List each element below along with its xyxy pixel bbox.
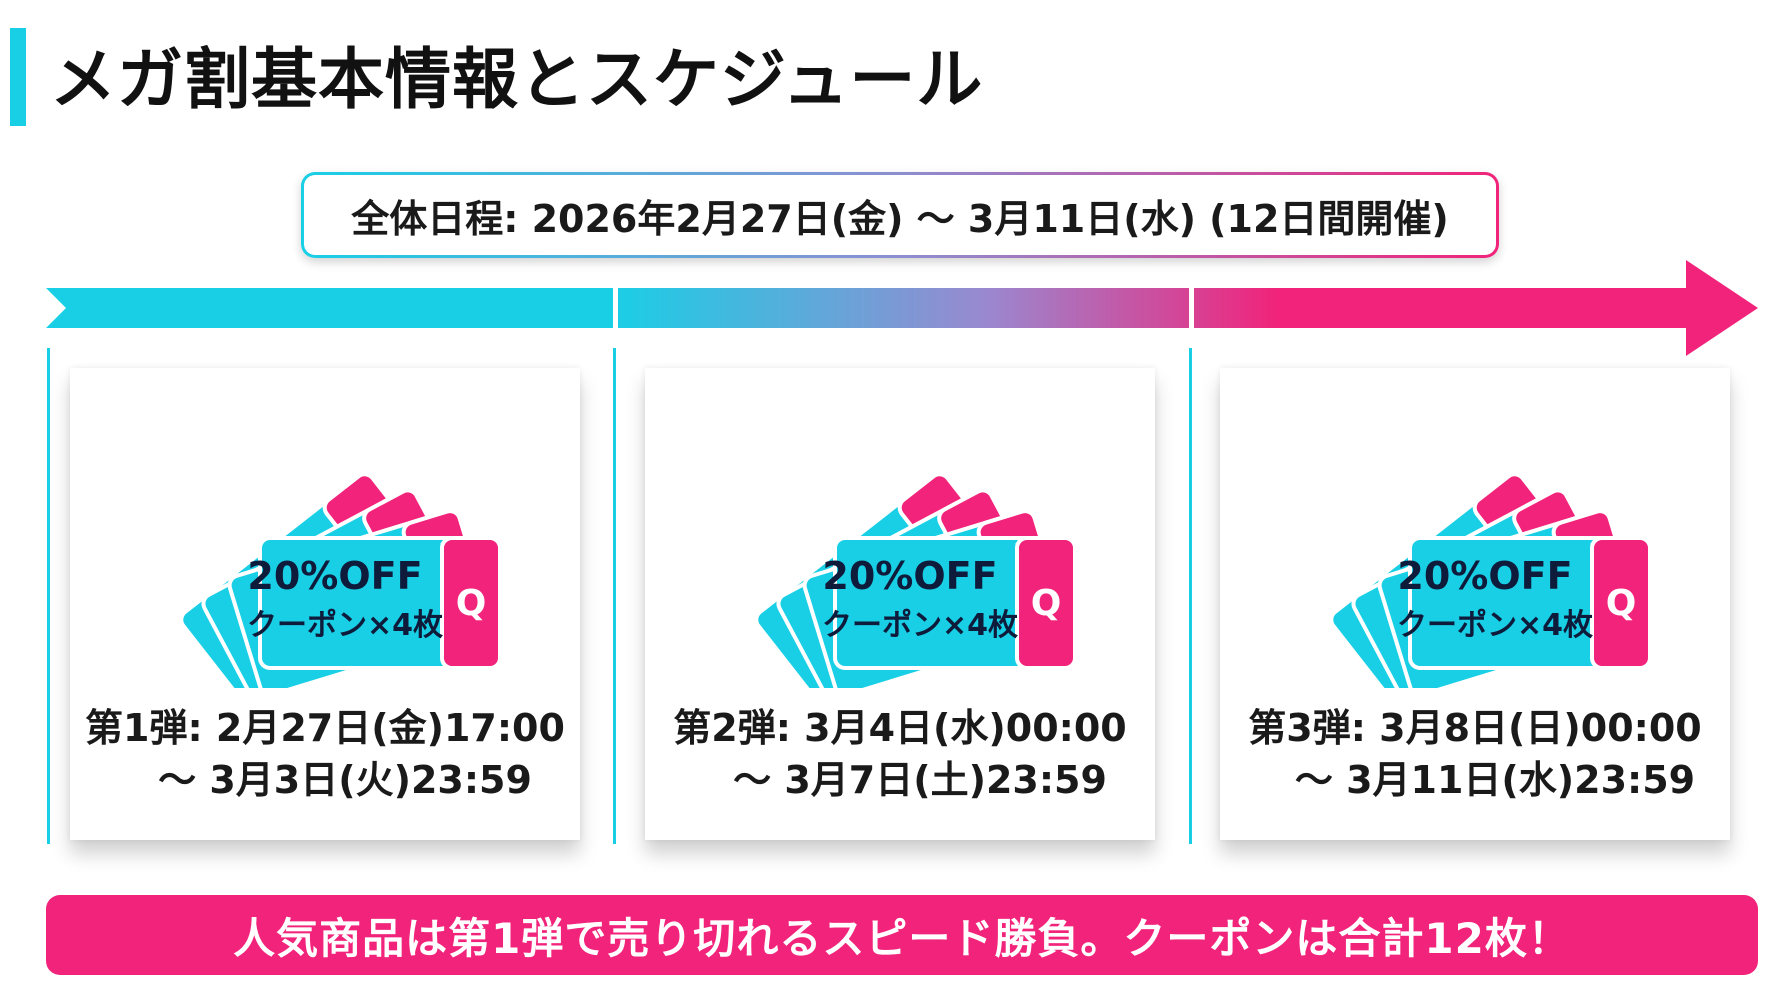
coupon-mark: Q bbox=[1031, 583, 1062, 624]
phase-period: 第3弾: 3月8日(日)00:00 〜 3月11日(水)23:59 bbox=[1220, 702, 1730, 806]
overall-schedule-box: 全体日程: 2026年2月27日(金) 〜 3月11日(水) (12日間開催) bbox=[301, 172, 1499, 258]
phase-start: 第2弾: 3月4日(水)00:00 bbox=[673, 706, 1127, 750]
page-title: メガ割基本情報とスケジュール bbox=[50, 41, 984, 118]
phase-card-2: Q Q Q Q 20%OFF クーポン×4枚 第2弾: 3月4日(水)00:00… bbox=[645, 368, 1155, 840]
phase-card-3: Q Q Q Q 20%OFF クーポン×4枚 第3弾: 3月8日(日)00:00… bbox=[1220, 368, 1730, 840]
phase-period: 第2弾: 3月4日(水)00:00 〜 3月7日(土)23:59 bbox=[645, 702, 1155, 806]
coupon-tickets-icon: Q Q Q Q bbox=[1329, 472, 1652, 688]
coupon-discount: 20%OFF bbox=[247, 554, 423, 598]
coupon-count: クーポン×4枚 bbox=[821, 608, 1018, 643]
coupon-mark: Q bbox=[456, 583, 487, 624]
coupon-tickets-icon: Q Q Q Q bbox=[754, 472, 1077, 688]
phase-period: 第1弾: 2月27日(金)17:00 〜 3月3日(火)23:59 bbox=[70, 702, 580, 806]
timeline-tick bbox=[613, 348, 616, 844]
phase-end: 〜 3月7日(土)23:59 bbox=[733, 758, 1107, 802]
timeline-tick bbox=[47, 348, 50, 844]
phase-end: 〜 3月3日(火)23:59 bbox=[158, 758, 532, 802]
timeline-tick bbox=[1189, 348, 1192, 844]
timeline-arrow bbox=[46, 260, 1758, 356]
coupon-tickets-icon: Q Q Q Q bbox=[179, 472, 502, 688]
phase-start: 第1弾: 2月27日(金)17:00 bbox=[85, 706, 565, 750]
coupon-count: クーポン×4枚 bbox=[246, 608, 443, 643]
phase-card-1: Q Q Q Q 20%OFF クーポン×4枚 第1弾: 2月27日(金)17:0… bbox=[70, 368, 580, 840]
overall-schedule-text: 全体日程: 2026年2月27日(金) 〜 3月11日(水) (12日間開催) bbox=[304, 175, 1496, 255]
coupon-mark: Q bbox=[1606, 583, 1637, 624]
coupon-discount: 20%OFF bbox=[1397, 554, 1573, 598]
title-accent-bar bbox=[10, 28, 26, 126]
phase-end: 〜 3月11日(水)23:59 bbox=[1294, 758, 1696, 802]
summary-banner: 人気商品は第1弾で売り切れるスピード勝負。クーポンは合計12枚！ bbox=[46, 895, 1758, 975]
coupon-discount: 20%OFF bbox=[822, 554, 998, 598]
coupon-count: クーポン×4枚 bbox=[1396, 608, 1593, 643]
phase-start: 第3弾: 3月8日(日)00:00 bbox=[1248, 706, 1702, 750]
